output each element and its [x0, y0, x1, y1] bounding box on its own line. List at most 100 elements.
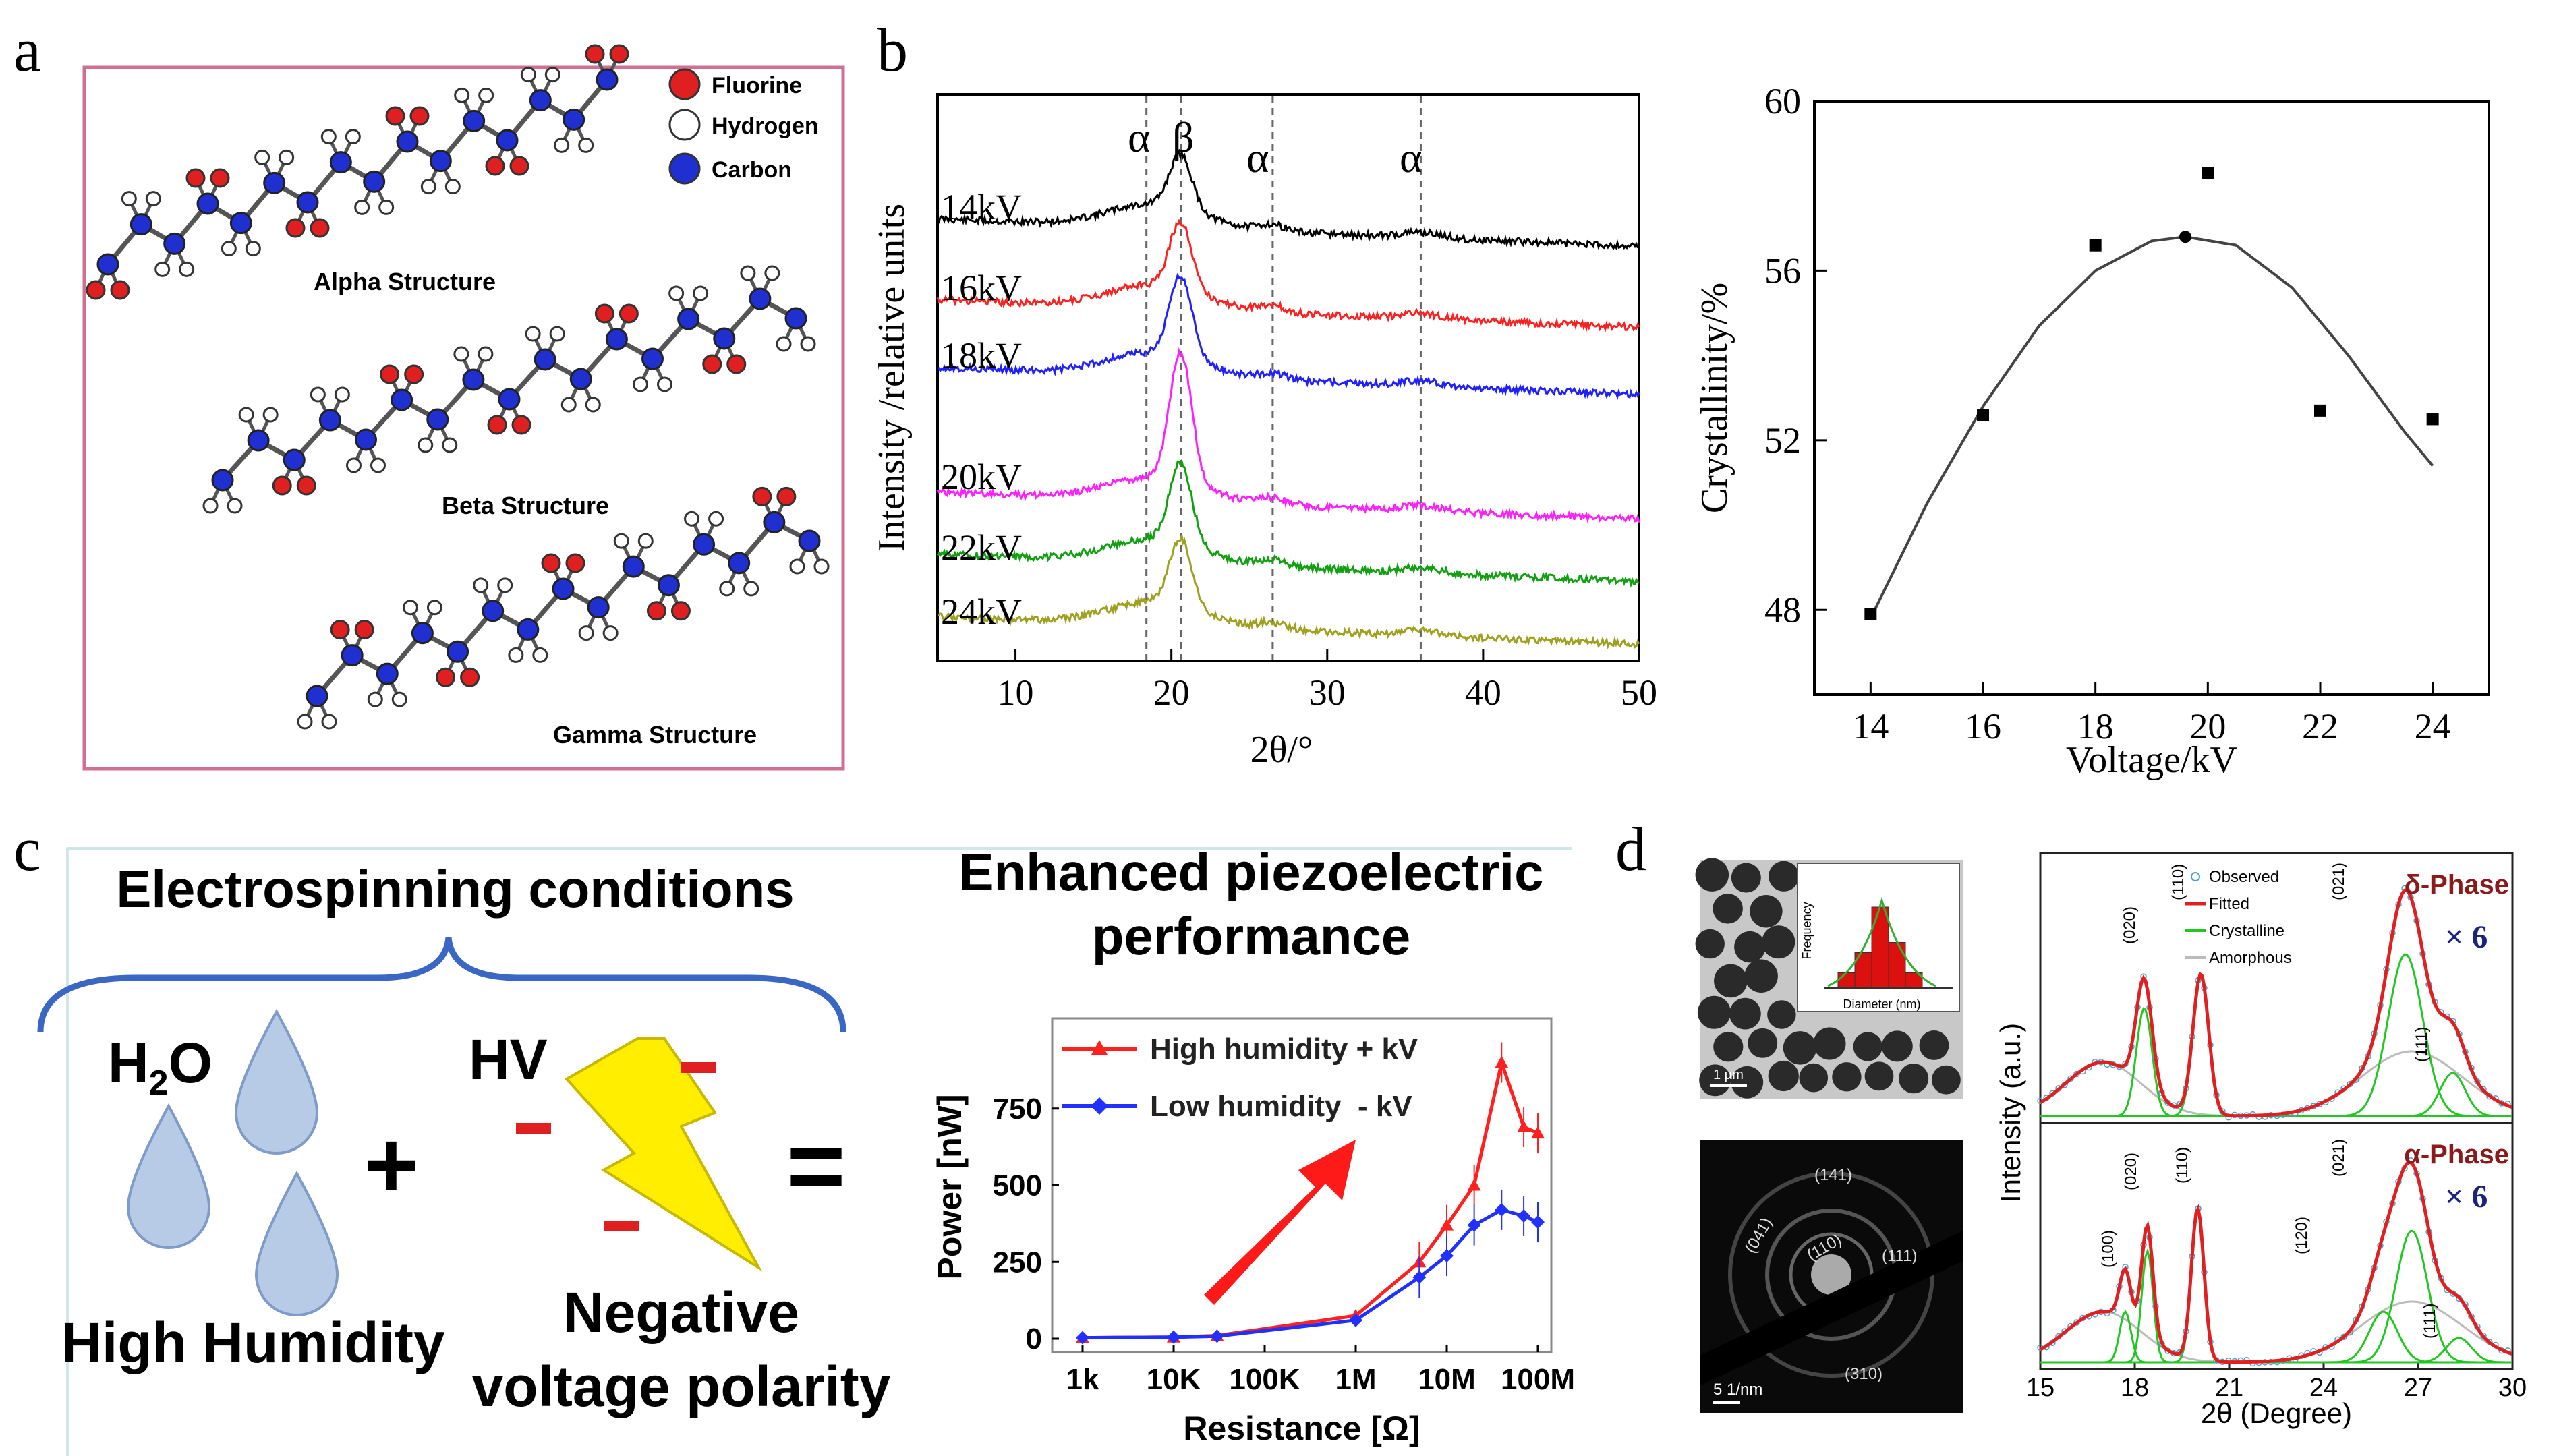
plus-sign: +: [364, 1111, 419, 1217]
carbon-atom: [263, 171, 286, 194]
carbon-atom: [363, 170, 386, 193]
fluorine-atom: [436, 667, 456, 687]
tem-sphere: [1767, 1000, 1796, 1029]
carbon-atom: [641, 347, 664, 370]
h2o-label: H2O: [108, 1031, 212, 1103]
hydrogen-atom: [420, 179, 436, 195]
legend-observed: Observed: [2209, 868, 2279, 886]
peak-label: (111): [2421, 1304, 2439, 1339]
xrd-fit-x-tick-label: 24: [2309, 1374, 2338, 1402]
hydrogen-atom: [391, 691, 407, 707]
hydrogen-atom: [346, 457, 362, 473]
hydrogen-atom: [402, 600, 418, 616]
fluorine-legend-icon: [668, 68, 701, 100]
crystallinity-y-tick-label: 48: [1764, 589, 1801, 630]
xrd-fit-x-tick-label: 21: [2215, 1374, 2243, 1402]
xrd-tick-label: 40: [1465, 672, 1501, 713]
tem-sphere: [1864, 1061, 1894, 1091]
panel-label-b: b: [877, 16, 908, 84]
fluorine-atom: [670, 601, 691, 621]
tem-sphere: [1931, 1065, 1961, 1095]
fluorine-atom: [776, 486, 797, 506]
peak-label: (110): [2169, 864, 2187, 900]
crystallinity-plot-frame: [1813, 100, 2490, 696]
hydrogen-atom: [578, 625, 594, 641]
fluorine-atom: [354, 620, 374, 640]
fluorine-atom: [404, 364, 424, 384]
hydrogen-atom: [221, 241, 237, 257]
crystallinity-x-tick-label: 22: [2302, 706, 2338, 747]
electrospinning-title: Electrospinning conditions: [116, 859, 794, 919]
carbon-atom: [211, 469, 234, 492]
hydrogen-atom: [478, 87, 494, 103]
carbon-atom: [677, 308, 700, 330]
xrd-fit-x-tick-label: 18: [2121, 1374, 2149, 1402]
delta-phase-label: δ-Phase: [2405, 870, 2509, 900]
xrd-tick-label: 50: [1621, 672, 1657, 713]
power-point-low: [1167, 1330, 1180, 1344]
hydrogen-atom: [262, 407, 279, 423]
power-point-high: [1495, 1055, 1509, 1068]
xrd-curve-20kV: [936, 347, 1640, 524]
hydrogen-atom: [719, 581, 735, 597]
crystallinity-point: [1864, 608, 1877, 620]
carbon-atom: [517, 618, 540, 641]
xrd-fit-peak-labels: (020) (110) (021) (111) (100) (020) (110) (120)…: [2099, 863, 2439, 1339]
fluorine-atom: [296, 475, 316, 496]
piezo-title-line-1: Enhanced piezoelectric: [959, 842, 1544, 902]
crystallinity-x-tick-label: 14: [1852, 706, 1889, 747]
hydrogen-atom: [684, 511, 700, 527]
atom-legend: Fluorine Hydrogen Carbon: [668, 68, 819, 185]
tem-sphere: [1832, 1062, 1862, 1092]
legend-marker-high: [1091, 1040, 1108, 1055]
high-humidity-label: High Humidity: [61, 1311, 445, 1374]
crystallinity-x-tick-label: 18: [2077, 706, 2114, 747]
carbon-atom: [587, 596, 610, 619]
hydrogen-atom: [637, 533, 654, 549]
xrd-fit-legend: Observed Fitted Crystalline Amorphous: [2185, 868, 2292, 967]
tem-sphere: [1768, 1060, 1799, 1092]
power-axes: 1k 10K 100K 1M 10M 100M 0 250 500 750: [993, 1093, 1575, 1396]
tem-sphere: [1731, 863, 1761, 893]
fluorine-atom: [511, 415, 531, 435]
tem-sphere: [1714, 964, 1748, 998]
power-y-tick-label: 750: [993, 1093, 1042, 1126]
label-gamma-structure: Gamma Structure: [553, 721, 757, 749]
fluorine-atom: [541, 553, 561, 573]
xrd-series-label: 14kV: [941, 187, 1022, 227]
tem-sphere: [1898, 1064, 1929, 1094]
carbon-atom: [798, 529, 821, 552]
carbon-atom: [563, 108, 585, 131]
hydrogen-atom: [418, 437, 434, 453]
tem-sphere: [1748, 1028, 1778, 1058]
panel-a: Fluorine Hydrogen Carbon Alpha Structure…: [82, 44, 845, 771]
xrd-fit-chart: 15 18 21 24 27 30 δ-Phase α-Phase × 6 × 6 Obs…: [1994, 852, 2527, 1429]
xrd-curve-24kV: [937, 535, 1640, 650]
power-y-tick-label: 250: [993, 1246, 1042, 1279]
xrd-fit-x-axis-label: 2θ (Degree): [2201, 1397, 2352, 1429]
carbon-atom: [763, 511, 786, 533]
peak-label: (020): [2122, 1153, 2140, 1190]
histogram-fit: [1827, 896, 1936, 987]
hydrogen-atom: [454, 87, 470, 103]
phase-marker-label: α: [1400, 134, 1422, 181]
xrd-series-label: 20kV: [941, 457, 1022, 497]
tem-sphere: [1697, 995, 1731, 1029]
power-x-axis-label: Resistance [Ω]: [1183, 1409, 1420, 1447]
saed-image: (141) (041) (110) (111) (310) 5 1/nm: [1700, 1140, 1963, 1413]
power-y-tick-label: 0: [1026, 1322, 1042, 1356]
carbon-atom: [447, 640, 469, 663]
fluorine-atom: [409, 106, 430, 126]
panel-a-frame: [82, 65, 845, 771]
legend-observed-marker: [2191, 872, 2200, 881]
inset-x-label: Diameter (nm): [1843, 997, 1920, 1011]
hydrogen-atom: [813, 558, 830, 575]
xrd-tick-label: 10: [998, 672, 1034, 713]
panel-d: Frequency Diameter (nm) 1 µm (141) (041)…: [1695, 852, 2527, 1429]
fluorine-atom: [210, 168, 230, 188]
tem-scale-label: 1 µm: [1713, 1068, 1744, 1082]
carbon-atom: [396, 130, 419, 153]
hydrogen-atom: [227, 498, 243, 514]
legend-hydrogen: Hydrogen: [712, 113, 819, 139]
